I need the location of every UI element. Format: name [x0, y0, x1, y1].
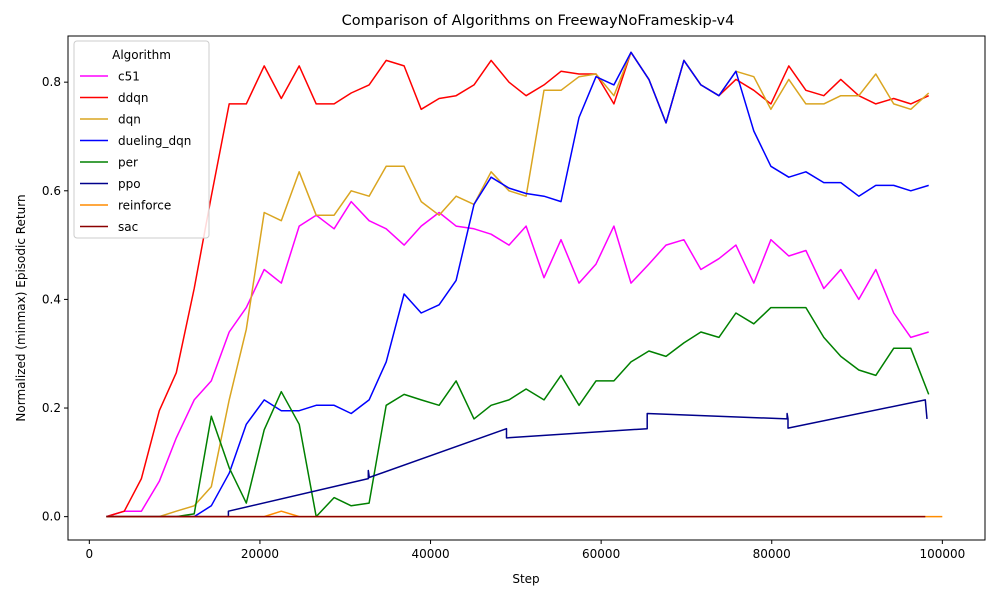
y-tick-label: 0.2 — [42, 401, 61, 415]
series-line-c51 — [106, 200, 929, 518]
legend-label: sac — [118, 220, 138, 234]
x-axis-label: Step — [512, 572, 539, 586]
axis-ticks: 0 20000 40000 60000 80000 100000 0.0 0.2 0.4 0.6 0… — [42, 75, 965, 561]
x-tick-label: 0 — [86, 547, 94, 561]
x-tick-label: 60000 — [582, 547, 620, 561]
y-tick-label: 0.8 — [42, 75, 61, 89]
chart-title: Comparison of Algorithms on FreewayNoFra… — [342, 13, 735, 29]
x-tick-label: 20000 — [241, 547, 279, 561]
y-tick-label: 0.6 — [42, 184, 61, 198]
series-line-dueling-dqn — [106, 51, 929, 518]
y-axis-label: Normalized (minmax) Episodic Return — [14, 194, 28, 421]
legend-box — [73, 40, 210, 239]
legend-label: ddqn — [118, 91, 148, 105]
series-line-ppo — [106, 399, 928, 518]
legend-label: dqn — [118, 113, 141, 127]
x-tick-label: 100000 — [919, 547, 965, 561]
x-tick-label: 40000 — [411, 547, 449, 561]
legend-label: c51 — [118, 70, 140, 84]
legend-label: ppo — [118, 177, 141, 191]
axes-frame — [67, 35, 986, 541]
series-line-dqn — [106, 51, 930, 518]
legend-title: Algorithm — [112, 48, 171, 62]
series-line-per — [106, 306, 930, 518]
plot-area — [106, 51, 943, 518]
y-tick-label: 0.0 — [42, 510, 61, 524]
y-tick-label: 0.4 — [42, 292, 61, 306]
series-line-ddqn — [106, 51, 930, 518]
legend-label: reinforce — [118, 199, 171, 213]
x-tick-label: 80000 — [753, 547, 791, 561]
legend-label: per — [118, 156, 138, 170]
legend-label: dueling_dqn — [118, 134, 191, 148]
